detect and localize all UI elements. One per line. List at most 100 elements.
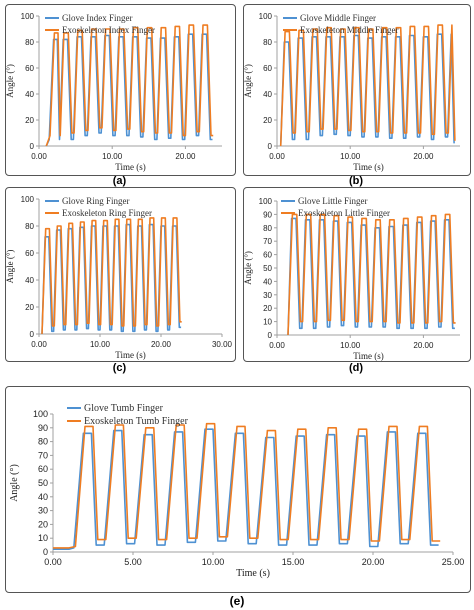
series-line-exoskeleton-tumb-finger <box>53 422 441 549</box>
legend-label-exoskeleton-ring-finger: Exoskeleton Ring Finger <box>62 208 152 218</box>
y-tick-label: 20 <box>263 304 272 313</box>
x-tick-label: 10.00 <box>202 557 225 567</box>
y-tick-label: 0 <box>268 142 273 151</box>
x-tick-label: 5.00 <box>124 557 142 567</box>
y-tick-label: 70 <box>263 237 272 246</box>
x-tick-label: 10.00 <box>340 341 361 350</box>
x-tick-label: 0.00 <box>31 152 47 161</box>
x-tick-label: 20.00 <box>362 557 385 567</box>
y-tick-label: 90 <box>38 423 48 433</box>
legend-label-exoskeleton-little-finger: Exoskeleton Little Finger <box>298 208 390 218</box>
x-tick-label: 0.00 <box>269 152 285 161</box>
y-tick-label: 100 <box>259 197 273 206</box>
y-tick-label: 40 <box>263 90 272 99</box>
legend-label-glove-middle-finger: Glove Middle Finger <box>300 13 376 23</box>
x-tick-label: 20.00 <box>151 340 172 349</box>
y-tick-label: 90 <box>263 210 272 219</box>
panel-b-caption: (b) <box>348 175 364 187</box>
y-tick-label: 60 <box>263 64 272 73</box>
x-tick-label: 20.00 <box>413 341 434 350</box>
x-tick-label: 20.00 <box>413 152 434 161</box>
panel-b-frame <box>243 4 471 176</box>
legend-label-glove-tumb-finger: Glove Tumb Finger <box>84 403 164 414</box>
y-tick-label: 40 <box>25 90 34 99</box>
y-tick-label: 0 <box>268 331 273 340</box>
panel-d-caption: (d) <box>348 362 364 374</box>
y-tick-label: 80 <box>263 224 272 233</box>
y-tick-label: 40 <box>38 492 48 502</box>
series-line-exoskeleton-little-finger <box>287 213 456 336</box>
y-tick-label: 20 <box>25 303 34 312</box>
y-axis-label: Angle (°) <box>5 64 15 98</box>
x-tick-label: 0.00 <box>31 340 47 349</box>
series-line-glove-tumb-finger <box>53 428 439 550</box>
y-tick-label: 30 <box>38 506 48 516</box>
y-tick-label: 20 <box>38 519 48 529</box>
x-tick-label: 25.00 <box>442 557 465 567</box>
chart-panel-c: 0 20 40 60 80 100 0.00 10.00 20.00 30.00 Time (s) A… <box>5 195 233 360</box>
y-tick-label: 100 <box>33 409 48 419</box>
y-tick-label: 60 <box>25 64 34 73</box>
y-tick-label: 40 <box>25 276 34 285</box>
y-tick-label: 60 <box>263 251 272 260</box>
chart-panel-e: 0 10 20 30 40 50 60 70 80 90 100 0.00 5.00 10.00 15.00… <box>9 403 465 579</box>
y-axis-label: Angle (°) <box>9 464 20 502</box>
legend-label-exoskeleton-tumb-finger: Exoskeleton Tumb Finger <box>84 416 189 427</box>
x-tick-label: 20.00 <box>175 152 196 161</box>
y-tick-label: 50 <box>38 478 48 488</box>
y-axis-label: Angle (°) <box>243 64 253 98</box>
y-tick-label: 100 <box>21 195 35 204</box>
y-tick-label: 60 <box>38 464 48 474</box>
x-tick-label: 0.00 <box>44 557 62 567</box>
chart-panel-b: 0 20 40 60 80 100 0.00 10.00 20.00 Time (s) Angle … <box>243 12 460 172</box>
x-axis-label: Time (s) <box>236 568 270 579</box>
y-tick-label: 10 <box>38 533 48 543</box>
x-axis-label: Time (s) <box>353 351 383 361</box>
chart-panel-a: 0 20 40 60 80 100 0.00 10.00 20.00 Time (s) Angle … <box>5 12 222 172</box>
panel-e-frame <box>5 386 471 593</box>
series-line-exoskeleton-middle-finger <box>279 24 456 147</box>
y-tick-label: 50 <box>263 264 272 273</box>
y-tick-label: 0 <box>43 547 48 557</box>
legend-label-glove-ring-finger: Glove Ring Finger <box>62 196 130 206</box>
y-tick-label: 80 <box>25 222 34 231</box>
y-tick-label: 20 <box>263 116 272 125</box>
y-axis-label: Angle (°) <box>5 250 15 284</box>
y-tick-label: 100 <box>259 12 273 21</box>
y-tick-label: 30 <box>263 291 272 300</box>
series-line-glove-ring-finger <box>41 223 182 335</box>
x-axis-label: Time (s) <box>115 350 145 360</box>
x-tick-label: 30.00 <box>212 340 233 349</box>
y-tick-label: 60 <box>25 249 34 258</box>
x-tick-label: 0.00 <box>269 341 285 350</box>
panel-e-caption: (e) <box>229 594 245 608</box>
x-tick-label: 10.00 <box>90 340 111 349</box>
y-axis-label: Angle (°) <box>243 251 253 285</box>
legend-label-exoskeleton-middle-finger: Exoskeleton Middle Finger <box>300 25 399 35</box>
chart-panel-d: 0 10 20 30 40 50 60 70 80 90 100 0.00 10.00 20.00 Time… <box>243 196 460 361</box>
y-tick-label: 80 <box>263 38 272 47</box>
x-tick-label: 10.00 <box>340 152 361 161</box>
x-axis-label: Time (s) <box>115 162 145 172</box>
series-line-glove-little-finger <box>287 217 455 336</box>
y-tick-label: 0 <box>30 142 35 151</box>
panel-a-caption: (a) <box>112 175 127 187</box>
series-line-glove-index-finger <box>45 33 213 147</box>
y-tick-label: 20 <box>25 116 34 125</box>
y-tick-label: 100 <box>21 12 35 21</box>
y-tick-label: 70 <box>38 450 48 460</box>
y-tick-label: 0 <box>30 330 35 339</box>
legend-label-glove-little-finger: Glove Little Finger <box>298 196 368 206</box>
y-tick-label: 80 <box>25 38 34 47</box>
legend-label-glove-index-finger: Glove Index Finger <box>62 13 132 23</box>
panel-c-caption: (c) <box>112 362 127 374</box>
x-tick-label: 10.00 <box>102 152 123 161</box>
y-tick-label: 10 <box>263 318 272 327</box>
x-axis-label: Time (s) <box>353 162 383 172</box>
series-line-exoskeleton-ring-finger <box>41 217 182 335</box>
x-tick-label: 15.00 <box>282 557 305 567</box>
series-line-exoskeleton-index-finger <box>45 24 214 147</box>
legend-label-exoskeleton-index-finger: Exoskeleton Index Finger <box>62 25 155 35</box>
y-tick-label: 80 <box>38 437 48 447</box>
y-tick-label: 40 <box>263 277 272 286</box>
